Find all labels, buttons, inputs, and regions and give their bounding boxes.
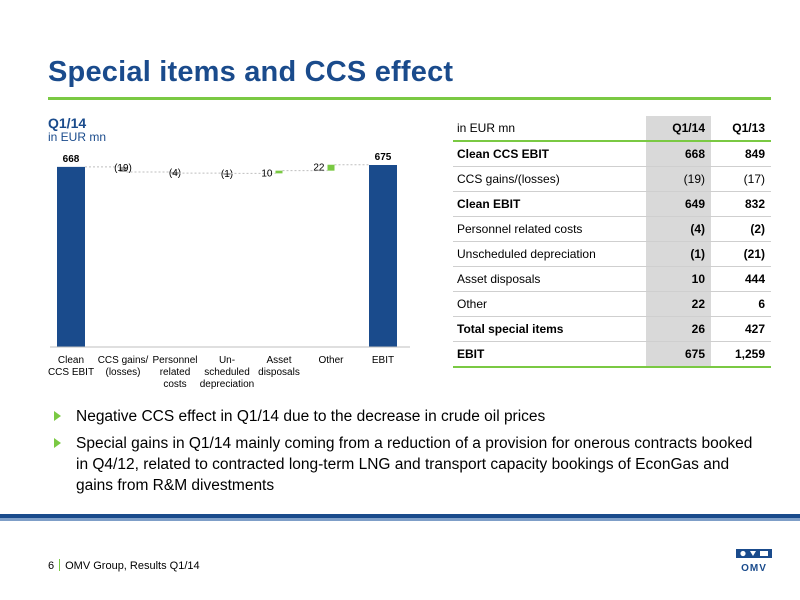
data-label: (4) [169,168,181,179]
table-cell-q113: 832 [711,191,771,217]
table-header-q113: Q1/13 [711,116,771,142]
bullet-arrow-icon [54,411,61,421]
category-tick-label: Clean [58,355,84,366]
table-cell-q114: (19) [646,166,711,192]
table-row: Clean CCS EBIT 668 849 [453,141,771,167]
table-row: Total special items 26 427 [453,316,771,342]
category-tick-label: CCS EBIT [48,367,94,378]
title-underline [48,97,771,100]
table-row: Asset disposals 10 444 [453,266,771,292]
table-header-row: in EUR mn Q1/14 Q1/13 [453,116,771,142]
footer-separator [59,559,61,571]
chart-period-label: Q1/14 [48,115,87,131]
page-title: Special items and CCS effect [48,56,454,88]
table-row: Personnel related costs (4) (2) [453,216,771,242]
bar-delta [327,164,335,171]
table-row: EBIT 675 1,259 [453,341,771,368]
table-cell-q114: 649 [646,191,711,217]
table-cell-label: Other [453,291,646,317]
table-header-unit: in EUR mn [453,116,646,142]
table-cell-q114: 675 [646,341,711,368]
table-cell-label: Personnel related costs [453,216,646,242]
table-cell-q114: 668 [646,141,711,167]
bullet-item: Special gains in Q1/14 mainly coming fro… [54,433,754,496]
bar-total [57,166,85,347]
table-row: Unscheduled depreciation (1) (21) [453,241,771,267]
category-tick-label: scheduled [204,367,250,378]
table-cell-label: Clean CCS EBIT [453,141,646,167]
category-tick-label: Un- [219,355,235,366]
table-row: CCS gains/(losses) (19) (17) [453,166,771,192]
chart-unit-label: in EUR mn [48,130,107,144]
category-tick-label: EBIT [372,355,394,366]
category-tick-label: Personnel [152,355,197,366]
omv-logo: OMV [736,549,772,574]
footer-band [0,514,800,518]
data-label: 22 [313,163,325,174]
table-cell-q113: 849 [711,141,771,167]
table-cell-q114: 26 [646,316,711,342]
svg-text:OMV: OMV [741,563,767,574]
category-tick-label: depreciation [200,379,254,390]
table-row: Other 22 6 [453,291,771,317]
bullet-arrow-icon [54,438,61,448]
data-label: (1) [221,169,233,180]
table-cell-label: Clean EBIT [453,191,646,217]
table-cell-label: EBIT [453,341,646,368]
table-cell-q113: (21) [711,241,771,267]
table-cell-label: CCS gains/(losses) [453,166,646,192]
footer-text: OMV Group, Results Q1/14 [65,560,200,572]
table-cell-q113: (17) [711,166,771,192]
data-label: 675 [375,152,392,163]
table-cell-label: Total special items [453,316,646,342]
table-cell-q114: 10 [646,266,711,292]
category-tick-label: CCS gains/ [98,355,149,366]
data-label: 668 [63,154,80,165]
bullet-item: Negative CCS effect in Q1/14 due to the … [54,406,754,427]
table-cell-q114: (4) [646,216,711,242]
category-tick-label: Asset [266,355,291,366]
bullet-text: Negative CCS effect in Q1/14 due to the … [76,408,546,425]
footer: 6 OMV Group, Results Q1/14 [48,559,200,572]
table-cell-q113: (2) [711,216,771,242]
bullet-text: Special gains in Q1/14 mainly coming fro… [76,435,753,494]
bar-delta [275,170,283,174]
bar-delta [223,173,231,176]
data-label: (19) [114,163,132,174]
category-tick-label: (losses) [105,367,140,378]
table-cell-q113: 6 [711,291,771,317]
table-header-q114: Q1/14 [646,116,711,142]
special-items-table: in EUR mn Q1/14 Q1/13 Clean CCS EBIT 668 8… [453,116,771,368]
category-tick-label: Other [318,355,344,366]
category-tick-label: related [160,367,191,378]
table-cell-label: Asset disposals [453,266,646,292]
bar-total [369,165,397,347]
category-tick-label: disposals [258,367,300,378]
page-number: 6 [48,560,55,572]
bar-delta [171,172,179,175]
data-label: 10 [261,169,273,180]
bar-delta [119,166,127,173]
table-cell-q114: 22 [646,291,711,317]
table-cell-q114: (1) [646,241,711,267]
table-row: Clean EBIT 649 832 [453,191,771,217]
category-tick-label: costs [163,379,186,390]
table-cell-q113: 1,259 [711,341,771,368]
table-cell-q113: 427 [711,316,771,342]
table-cell-label: Unscheduled depreciation [453,241,646,267]
table-cell-q113: 444 [711,266,771,292]
footer-band-light [0,518,800,521]
